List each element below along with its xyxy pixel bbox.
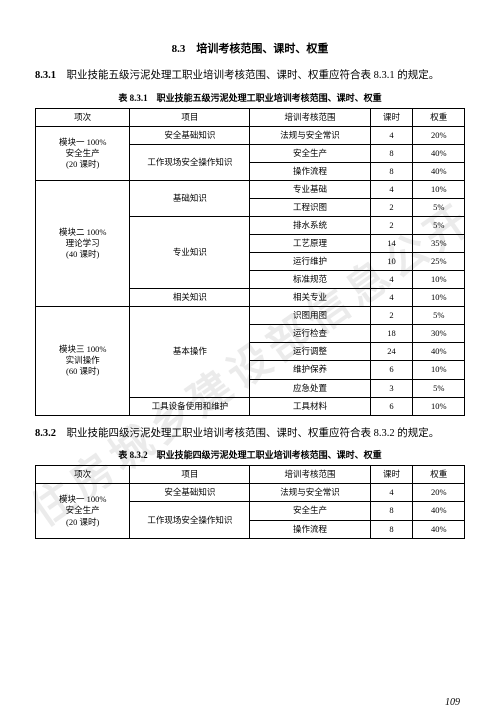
cell: 工具材料 bbox=[250, 397, 370, 415]
cell: 安全生产 bbox=[250, 502, 370, 520]
cell: 40% bbox=[413, 162, 465, 180]
th: 培训考核范围 bbox=[250, 108, 370, 126]
cell: 5% bbox=[413, 199, 465, 217]
cell: 运行维护 bbox=[250, 253, 370, 271]
cell: 4 bbox=[370, 271, 413, 289]
table-header-row: 项次 项目 培训考核范围 课时 权重 bbox=[36, 466, 465, 484]
cell: 标准规范 bbox=[250, 271, 370, 289]
cell: 维护保养 bbox=[250, 361, 370, 379]
cell: 排水系统 bbox=[250, 217, 370, 235]
sec-text: 职业技能五级污泥处理工职业培训考核范围、课时、权重应符合表 8.3.1 的规定。 bbox=[67, 70, 440, 81]
cell: 模块一 100% 安全生产 (20 课时) bbox=[36, 484, 130, 538]
cell: 操作流程 bbox=[250, 520, 370, 538]
section-heading: 8.3 培训考核范围、课时、权重 bbox=[35, 40, 465, 56]
cell: 10% bbox=[413, 271, 465, 289]
cell: 40% bbox=[413, 502, 465, 520]
cell: 操作流程 bbox=[250, 162, 370, 180]
table-row: 模块二 100% 理论学习 (40 课时) 基础知识 专业基础 4 10% bbox=[36, 180, 465, 198]
th: 项次 bbox=[36, 108, 130, 126]
table-1-caption: 表 8.3.1 职业技能五级污泥处理工职业培训考核范围、课时、权重 bbox=[35, 91, 465, 104]
cell: 模块二 100% 理论学习 (40 课时) bbox=[36, 180, 130, 306]
cell: 工艺原理 bbox=[250, 235, 370, 253]
table-2: 项次 项目 培训考核范围 课时 权重 模块一 100% 安全生产 (20 课时)… bbox=[35, 465, 465, 538]
cell: 安全基础知识 bbox=[130, 484, 250, 502]
cell: 24 bbox=[370, 343, 413, 361]
cell: 法规与安全常识 bbox=[250, 484, 370, 502]
cell: 40% bbox=[413, 343, 465, 361]
cell: 模块一 100% 安全生产 (20 课时) bbox=[36, 126, 130, 180]
cell: 18 bbox=[370, 325, 413, 343]
cell: 4 bbox=[370, 180, 413, 198]
cell: 应急处置 bbox=[250, 379, 370, 397]
cell: 40% bbox=[413, 144, 465, 162]
th: 项目 bbox=[130, 466, 250, 484]
cell: 专业基础 bbox=[250, 180, 370, 198]
cell: 专业知识 bbox=[130, 217, 250, 289]
cell: 相关知识 bbox=[130, 289, 250, 307]
cell: 法规与安全常识 bbox=[250, 126, 370, 144]
section-8-3-1: 8.3.1 职业技能五级污泥处理工职业培训考核范围、课时、权重应符合表 8.3.… bbox=[35, 68, 465, 85]
table-header-row: 项次 项目 培训考核范围 课时 权重 bbox=[36, 108, 465, 126]
cell: 40% bbox=[413, 520, 465, 538]
cell: 8 bbox=[370, 502, 413, 520]
table-row: 模块三 100% 实训操作 (60 课时) 基本操作 识图用图 2 5% bbox=[36, 307, 465, 325]
cell: 20% bbox=[413, 126, 465, 144]
table-row: 模块一 100% 安全生产 (20 课时) 安全基础知识 法规与安全常识 4 2… bbox=[36, 126, 465, 144]
th: 权重 bbox=[413, 466, 465, 484]
cell: 识图用图 bbox=[250, 307, 370, 325]
table-1: 项次 项目 培训考核范围 课时 权重 模块一 100% 安全生产 (20 课时)… bbox=[35, 108, 465, 416]
cell: 2 bbox=[370, 307, 413, 325]
cell: 基本操作 bbox=[130, 307, 250, 397]
cell: 基础知识 bbox=[130, 180, 250, 216]
cell: 14 bbox=[370, 235, 413, 253]
cell: 4 bbox=[370, 484, 413, 502]
cell: 10% bbox=[413, 180, 465, 198]
th: 课时 bbox=[370, 466, 413, 484]
cell: 模块三 100% 实训操作 (60 课时) bbox=[36, 307, 130, 415]
cell: 6 bbox=[370, 397, 413, 415]
cell: 4 bbox=[370, 126, 413, 144]
cell: 2 bbox=[370, 217, 413, 235]
cell: 工作现场安全操作知识 bbox=[130, 502, 250, 538]
cell: 相关专业 bbox=[250, 289, 370, 307]
cell: 工程识图 bbox=[250, 199, 370, 217]
cell: 6 bbox=[370, 361, 413, 379]
cell: 20% bbox=[413, 484, 465, 502]
sec-num: 8.3.2 bbox=[35, 428, 56, 439]
cell: 5% bbox=[413, 217, 465, 235]
cell: 8 bbox=[370, 520, 413, 538]
sec-text: 职业技能四级污泥处理工职业培训考核范围、课时、权重应符合表 8.3.2 的规定。 bbox=[67, 428, 440, 439]
page-number: 109 bbox=[445, 697, 460, 708]
cell: 8 bbox=[370, 162, 413, 180]
cell: 运行调整 bbox=[250, 343, 370, 361]
cell: 10% bbox=[413, 397, 465, 415]
cell: 30% bbox=[413, 325, 465, 343]
th: 课时 bbox=[370, 108, 413, 126]
cell: 3 bbox=[370, 379, 413, 397]
sec-num: 8.3.1 bbox=[35, 70, 56, 81]
cell: 8 bbox=[370, 144, 413, 162]
cell: 工作现场安全操作知识 bbox=[130, 144, 250, 180]
section-8-3-2: 8.3.2 职业技能四级污泥处理工职业培训考核范围、课时、权重应符合表 8.3.… bbox=[35, 426, 465, 443]
th: 项目 bbox=[130, 108, 250, 126]
cell: 安全生产 bbox=[250, 144, 370, 162]
th: 权重 bbox=[413, 108, 465, 126]
cell: 35% bbox=[413, 235, 465, 253]
table-2-caption: 表 8.3.2 职业技能四级污泥处理工职业培训考核范围、课时、权重 bbox=[35, 448, 465, 461]
cell: 10% bbox=[413, 289, 465, 307]
cell: 工具设备使用和维护 bbox=[130, 397, 250, 415]
th: 项次 bbox=[36, 466, 130, 484]
cell: 2 bbox=[370, 199, 413, 217]
cell: 4 bbox=[370, 289, 413, 307]
cell: 10 bbox=[370, 253, 413, 271]
table-row: 模块一 100% 安全生产 (20 课时) 安全基础知识 法规与安全常识 4 2… bbox=[36, 484, 465, 502]
cell: 运行检查 bbox=[250, 325, 370, 343]
th: 培训考核范围 bbox=[250, 466, 370, 484]
cell: 10% bbox=[413, 361, 465, 379]
cell: 25% bbox=[413, 253, 465, 271]
cell: 安全基础知识 bbox=[130, 126, 250, 144]
cell: 5% bbox=[413, 307, 465, 325]
cell: 5% bbox=[413, 379, 465, 397]
